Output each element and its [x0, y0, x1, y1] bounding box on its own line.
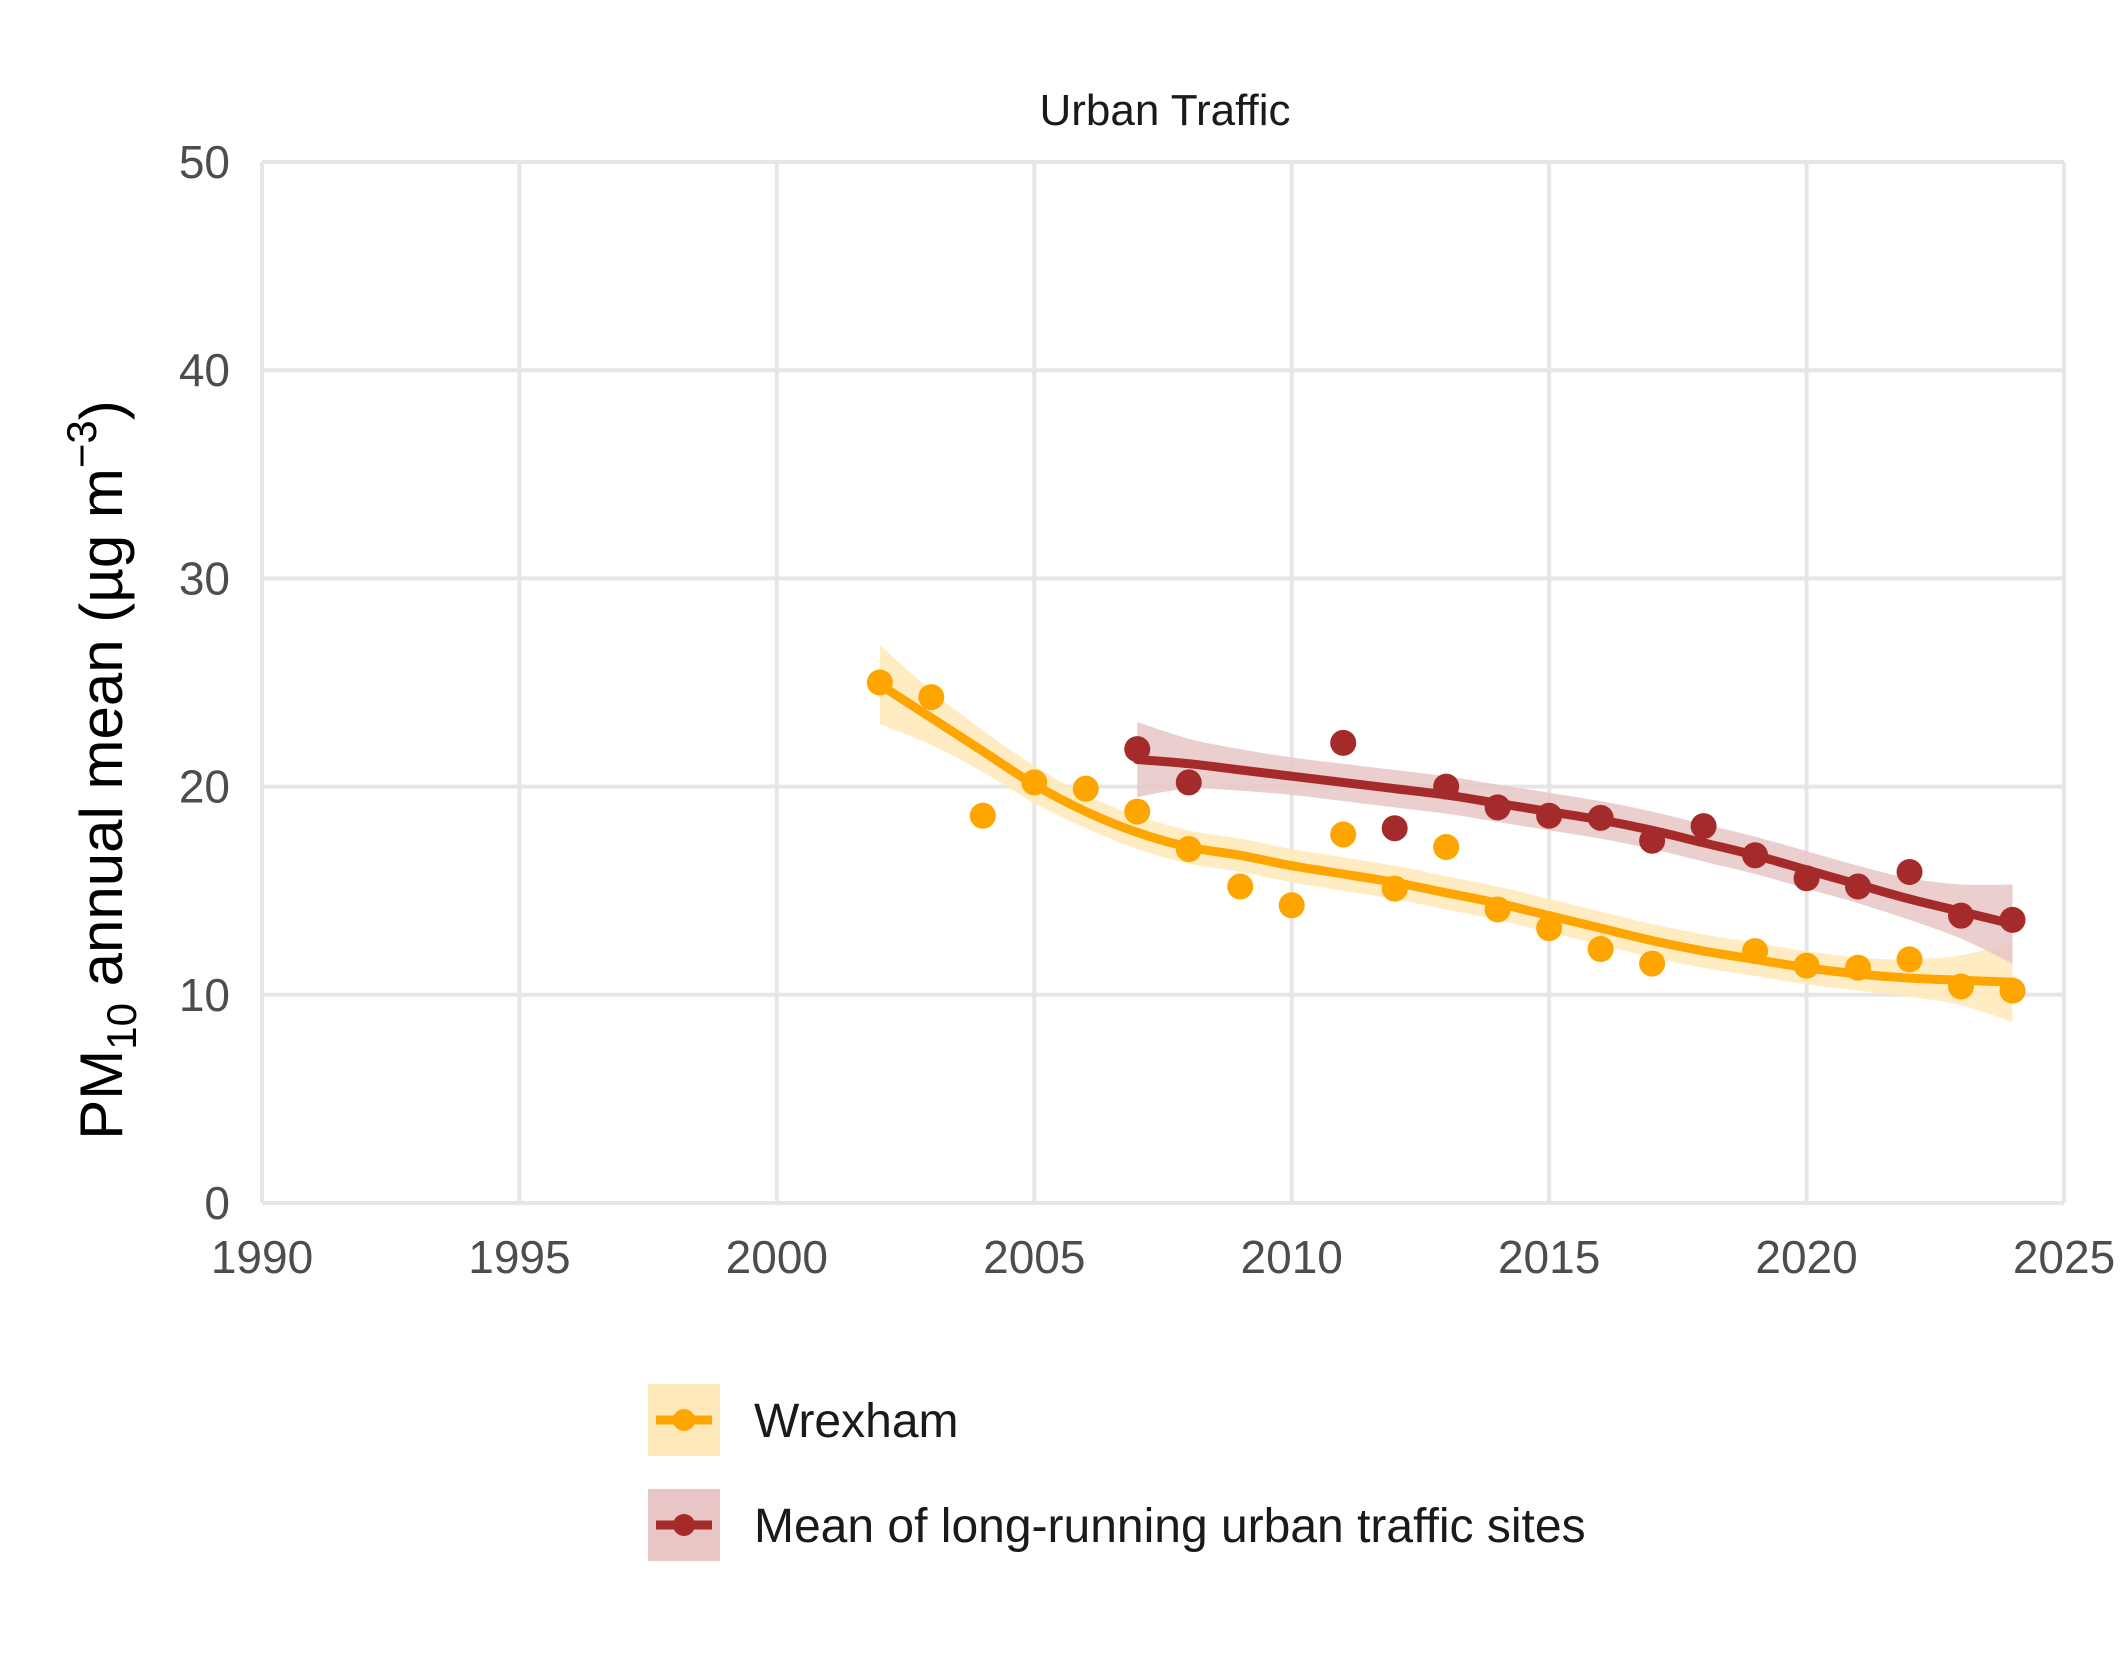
point-mean-long-running-2024 [1999, 906, 2026, 933]
legend-key-wrexham-point [673, 1409, 695, 1431]
point-mean-long-running-2019 [1742, 842, 1769, 869]
point-wrexham-2016 [1587, 935, 1614, 962]
point-mean-long-running-2020 [1793, 865, 1820, 892]
x-tick-2000: 2000 [726, 1231, 828, 1283]
legend: Wrexham Mean of long-running urban traff… [648, 1384, 1586, 1561]
point-wrexham-2012 [1381, 875, 1408, 902]
point-mean-long-running-2012 [1381, 815, 1408, 842]
point-wrexham-2023 [1948, 973, 1975, 1000]
point-wrexham-2005 [1021, 769, 1048, 796]
line-wrexham [875, 680, 2018, 987]
x-tick-1990: 1990 [211, 1231, 313, 1283]
x-tick-2025: 2025 [2013, 1231, 2115, 1283]
legend-label-wrexham: Wrexham [754, 1395, 959, 1448]
point-mean-long-running-2016 [1587, 804, 1614, 831]
point-wrexham-2010 [1278, 892, 1305, 919]
point-mean-long-running-2011 [1330, 729, 1357, 756]
smooth-lines [875, 680, 2018, 987]
point-wrexham-2021 [1845, 954, 1872, 981]
point-wrexham-2009 [1227, 873, 1254, 900]
point-wrexham-2014 [1484, 896, 1511, 923]
point-mean-long-running-2015 [1536, 802, 1563, 829]
x-axis-ticks: 1990 1995 2000 2005 2010 2015 2020 2025 [211, 1231, 2115, 1283]
point-mean-long-running-2013 [1433, 773, 1460, 800]
point-mean-long-running-2014 [1484, 794, 1511, 821]
point-mean-long-running-2017 [1639, 827, 1666, 854]
point-wrexham-2015 [1536, 915, 1563, 942]
y-axis-ticks: 0 10 20 30 40 50 [179, 136, 230, 1229]
ribbon-wrexham [879, 645, 2013, 1022]
x-tick-2015: 2015 [1498, 1231, 1600, 1283]
point-wrexham-2007 [1124, 798, 1151, 825]
y-label-text: annual mean (µg m [68, 468, 135, 1003]
y-tick-30: 30 [179, 552, 230, 604]
point-mean-long-running-2007 [1124, 736, 1151, 763]
x-tick-2020: 2020 [1755, 1231, 1857, 1283]
y-tick-20: 20 [179, 761, 230, 813]
point-wrexham-2003 [918, 684, 945, 711]
point-wrexham-2013 [1433, 833, 1460, 860]
point-mean-long-running-2018 [1690, 813, 1717, 840]
point-wrexham-2008 [1175, 836, 1202, 863]
point-wrexham-2004 [969, 802, 996, 829]
point-wrexham-2006 [1072, 775, 1099, 802]
point-wrexham-2024 [1999, 977, 2026, 1004]
y-tick-0: 0 [204, 1177, 230, 1229]
point-wrexham-2011 [1330, 821, 1357, 848]
y-label-subscript: 10 [98, 1003, 145, 1050]
y-label-pm: PM [68, 1050, 135, 1140]
point-mean-long-running-2021 [1845, 873, 1872, 900]
y-label-superscript: −3 [58, 420, 105, 468]
y-axis-label: PM10 annual mean (µg m−3) [58, 400, 145, 1139]
point-mean-long-running-2022 [1896, 858, 1923, 885]
x-tick-2010: 2010 [1241, 1231, 1343, 1283]
data-points [866, 669, 2026, 1004]
y-tick-40: 40 [179, 344, 230, 396]
y-label-close: ) [68, 400, 135, 420]
point-mean-long-running-2023 [1948, 902, 1975, 929]
x-tick-2005: 2005 [983, 1231, 1085, 1283]
legend-key-mean-point [673, 1514, 695, 1536]
point-wrexham-2022 [1896, 946, 1923, 973]
point-wrexham-2002 [866, 669, 893, 696]
legend-label-mean: Mean of long-running urban traffic sites [754, 1500, 1586, 1553]
point-wrexham-2020 [1793, 952, 1820, 979]
y-tick-50: 50 [179, 136, 230, 188]
confidence-ribbons [879, 645, 2013, 1022]
grid [260, 160, 2066, 1205]
y-tick-10: 10 [179, 969, 230, 1021]
point-wrexham-2019 [1742, 938, 1769, 965]
chart-title: Urban Traffic [1039, 86, 1290, 135]
point-wrexham-2017 [1639, 950, 1666, 977]
x-tick-1995: 1995 [468, 1231, 570, 1283]
point-mean-long-running-2008 [1175, 769, 1202, 796]
